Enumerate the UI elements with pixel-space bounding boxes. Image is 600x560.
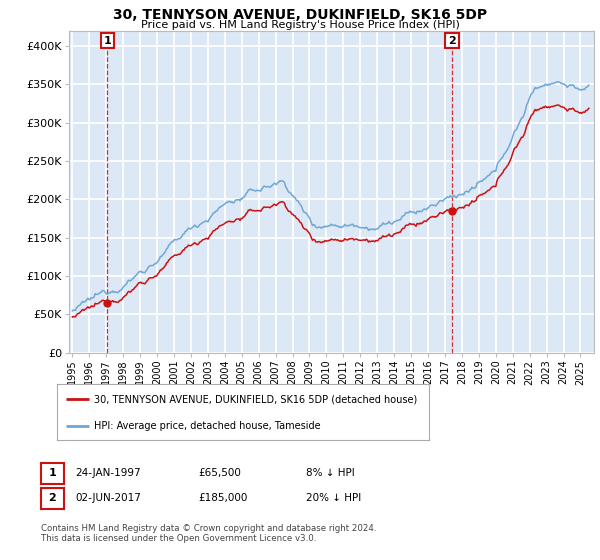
- Text: HPI: Average price, detached house, Tameside: HPI: Average price, detached house, Tame…: [94, 421, 321, 431]
- Text: 2: 2: [448, 36, 456, 45]
- Text: 1: 1: [104, 36, 112, 45]
- Text: 8% ↓ HPI: 8% ↓ HPI: [306, 468, 355, 478]
- Text: 20% ↓ HPI: 20% ↓ HPI: [306, 493, 361, 503]
- Text: 2: 2: [49, 493, 56, 503]
- Text: 1: 1: [49, 468, 56, 478]
- Text: 30, TENNYSON AVENUE, DUKINFIELD, SK16 5DP (detached house): 30, TENNYSON AVENUE, DUKINFIELD, SK16 5D…: [94, 394, 418, 404]
- Text: 30, TENNYSON AVENUE, DUKINFIELD, SK16 5DP: 30, TENNYSON AVENUE, DUKINFIELD, SK16 5D…: [113, 8, 487, 22]
- Text: 02-JUN-2017: 02-JUN-2017: [75, 493, 141, 503]
- Text: Price paid vs. HM Land Registry's House Price Index (HPI): Price paid vs. HM Land Registry's House …: [140, 20, 460, 30]
- Text: Contains HM Land Registry data © Crown copyright and database right 2024.
This d: Contains HM Land Registry data © Crown c…: [41, 524, 376, 543]
- Text: £185,000: £185,000: [198, 493, 247, 503]
- Text: 24-JAN-1997: 24-JAN-1997: [75, 468, 140, 478]
- Text: £65,500: £65,500: [198, 468, 241, 478]
